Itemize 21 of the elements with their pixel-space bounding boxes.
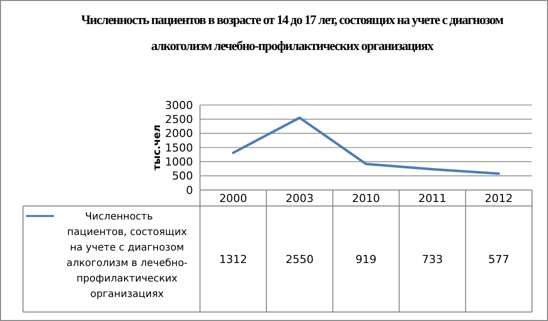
y-axis-title: тыс.чел bbox=[152, 124, 163, 170]
y-tick-label: 2500 bbox=[165, 113, 193, 126]
y-tick-label: 3000 bbox=[165, 98, 193, 112]
y-tick-label: 1500 bbox=[165, 141, 193, 154]
data-label: 2550 bbox=[286, 252, 314, 266]
y-tick-label: 500 bbox=[172, 170, 193, 183]
data-label: 919 bbox=[356, 252, 376, 266]
data-label: 1312 bbox=[219, 252, 248, 266]
x-tick-label: 2010 bbox=[352, 192, 380, 205]
data-label: 733 bbox=[422, 252, 443, 266]
line-series bbox=[232, 116, 500, 175]
x-tick-label: 2011 bbox=[418, 192, 446, 205]
y-tick-label: 1000 bbox=[165, 156, 193, 169]
text: Численность пациентов, состоящих на учете с диагнозом алкоголизм в лечебно-профилактических организациях bbox=[66, 212, 188, 300]
x-tick-label: 2003 bbox=[286, 192, 314, 205]
x-tick-label: 2012 bbox=[484, 192, 513, 205]
chart-title: Численность пациентов в возрасте от 14 до 17 лет, состоящих на учете с диагнозом алкоголизм лечебно-профилактических организациях bbox=[81, 12, 504, 53]
y-tick-label: 0 bbox=[186, 184, 193, 197]
data-label: 577 bbox=[488, 252, 510, 266]
y-tick-label: 2000 bbox=[165, 127, 193, 140]
x-tick-label: 2000 bbox=[219, 192, 248, 205]
